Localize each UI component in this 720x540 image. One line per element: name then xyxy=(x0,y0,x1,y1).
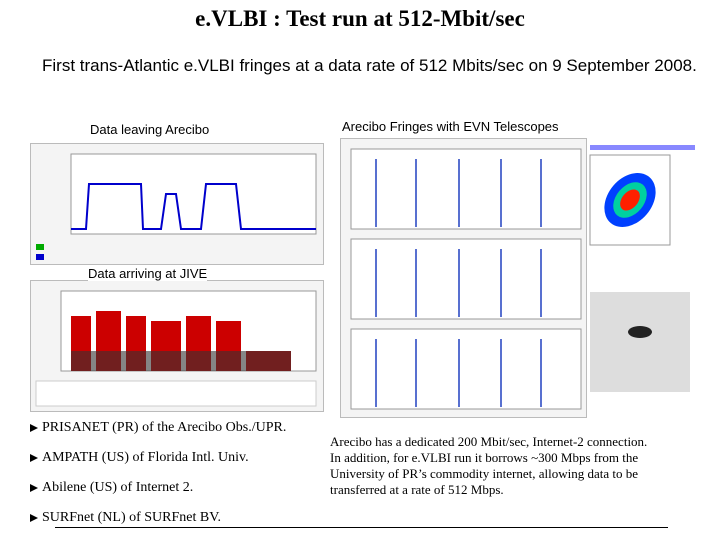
paragraph: Arecibo has a dedicated 200 Mbit/sec, In… xyxy=(330,434,648,497)
throughput-graph-image xyxy=(30,280,324,412)
caption: Data leaving Arecibo xyxy=(90,122,210,137)
bullet: SURFnet (NL) of SURFnet BV. xyxy=(30,510,221,526)
fringe-map-image xyxy=(589,145,695,246)
caption: Arecibo Fringes with EVN Telescopes xyxy=(342,119,559,134)
caption: Data arriving at JIVE xyxy=(88,266,208,281)
source-image xyxy=(590,292,690,392)
bullet: PRISANET (PR) of the Arecibo Obs./UPR. xyxy=(30,420,286,436)
intro-text: First trans-Atlantic e.VLBI fringes at a… xyxy=(42,56,697,75)
bullet: Abilene (US) of Internet 2. xyxy=(30,480,193,496)
fringes-image xyxy=(340,138,587,418)
bullet: AMPATH (US) of Florida Intl. Univ. xyxy=(30,450,249,466)
slide-title: e.VLBI : Test run at 512-Mbit/sec xyxy=(195,6,525,31)
traffic-graph-image xyxy=(30,143,324,265)
divider xyxy=(55,527,668,528)
